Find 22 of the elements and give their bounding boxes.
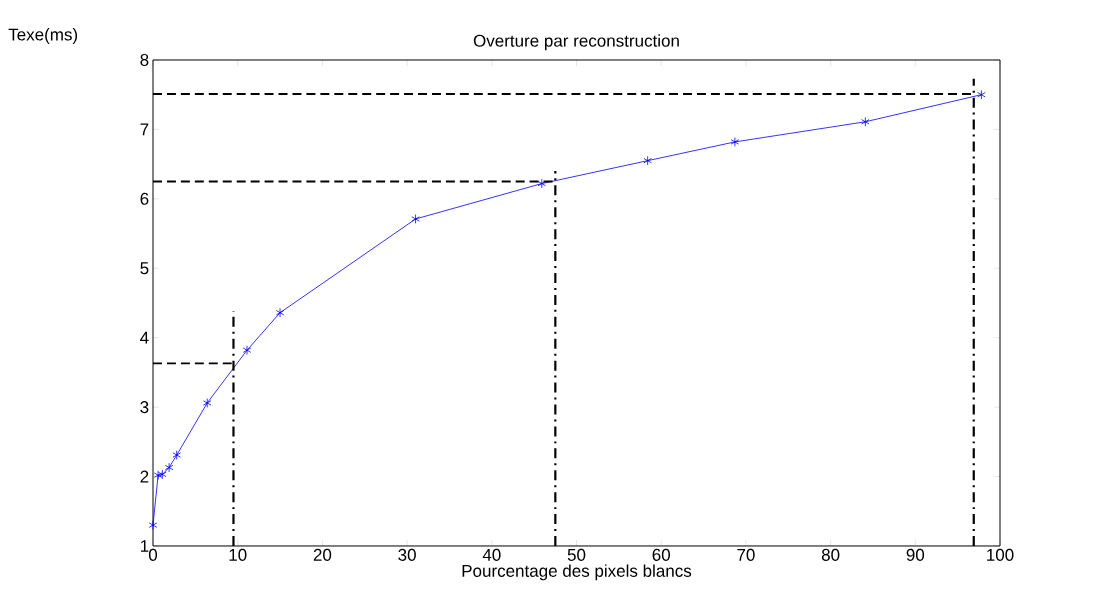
y-tick-label: 2 bbox=[140, 470, 149, 483]
chart-title: Overture par reconstruction bbox=[473, 34, 679, 51]
x-tick-label: 60 bbox=[652, 548, 671, 561]
y-tick-label: 6 bbox=[140, 192, 149, 205]
x-tick-label: 50 bbox=[567, 548, 586, 561]
x-tick-label: 100 bbox=[987, 548, 1014, 561]
x-tick-label: 40 bbox=[482, 548, 501, 561]
x-axis-title: Pourcentage des pixels blancs bbox=[462, 564, 692, 581]
y-tick-label: 8 bbox=[140, 53, 149, 67]
x-tick-label: 80 bbox=[821, 548, 840, 561]
x-tick-label: 10 bbox=[229, 548, 247, 561]
x-tick-label: 20 bbox=[313, 548, 332, 561]
y-tick-label: 5 bbox=[140, 262, 149, 275]
y-tick-label: 4 bbox=[140, 331, 149, 344]
y-tick-label: 1 bbox=[140, 540, 149, 552]
y-tick-label: 7 bbox=[140, 123, 149, 136]
x-tick-label: 0 bbox=[148, 548, 158, 561]
x-tick-label: 90 bbox=[906, 548, 925, 561]
x-tick-label: 30 bbox=[398, 548, 416, 561]
y-tick-label: 3 bbox=[140, 401, 149, 414]
x-tick-label: 70 bbox=[737, 548, 755, 561]
y-axis-title: Texe(ms) bbox=[8, 28, 78, 44]
